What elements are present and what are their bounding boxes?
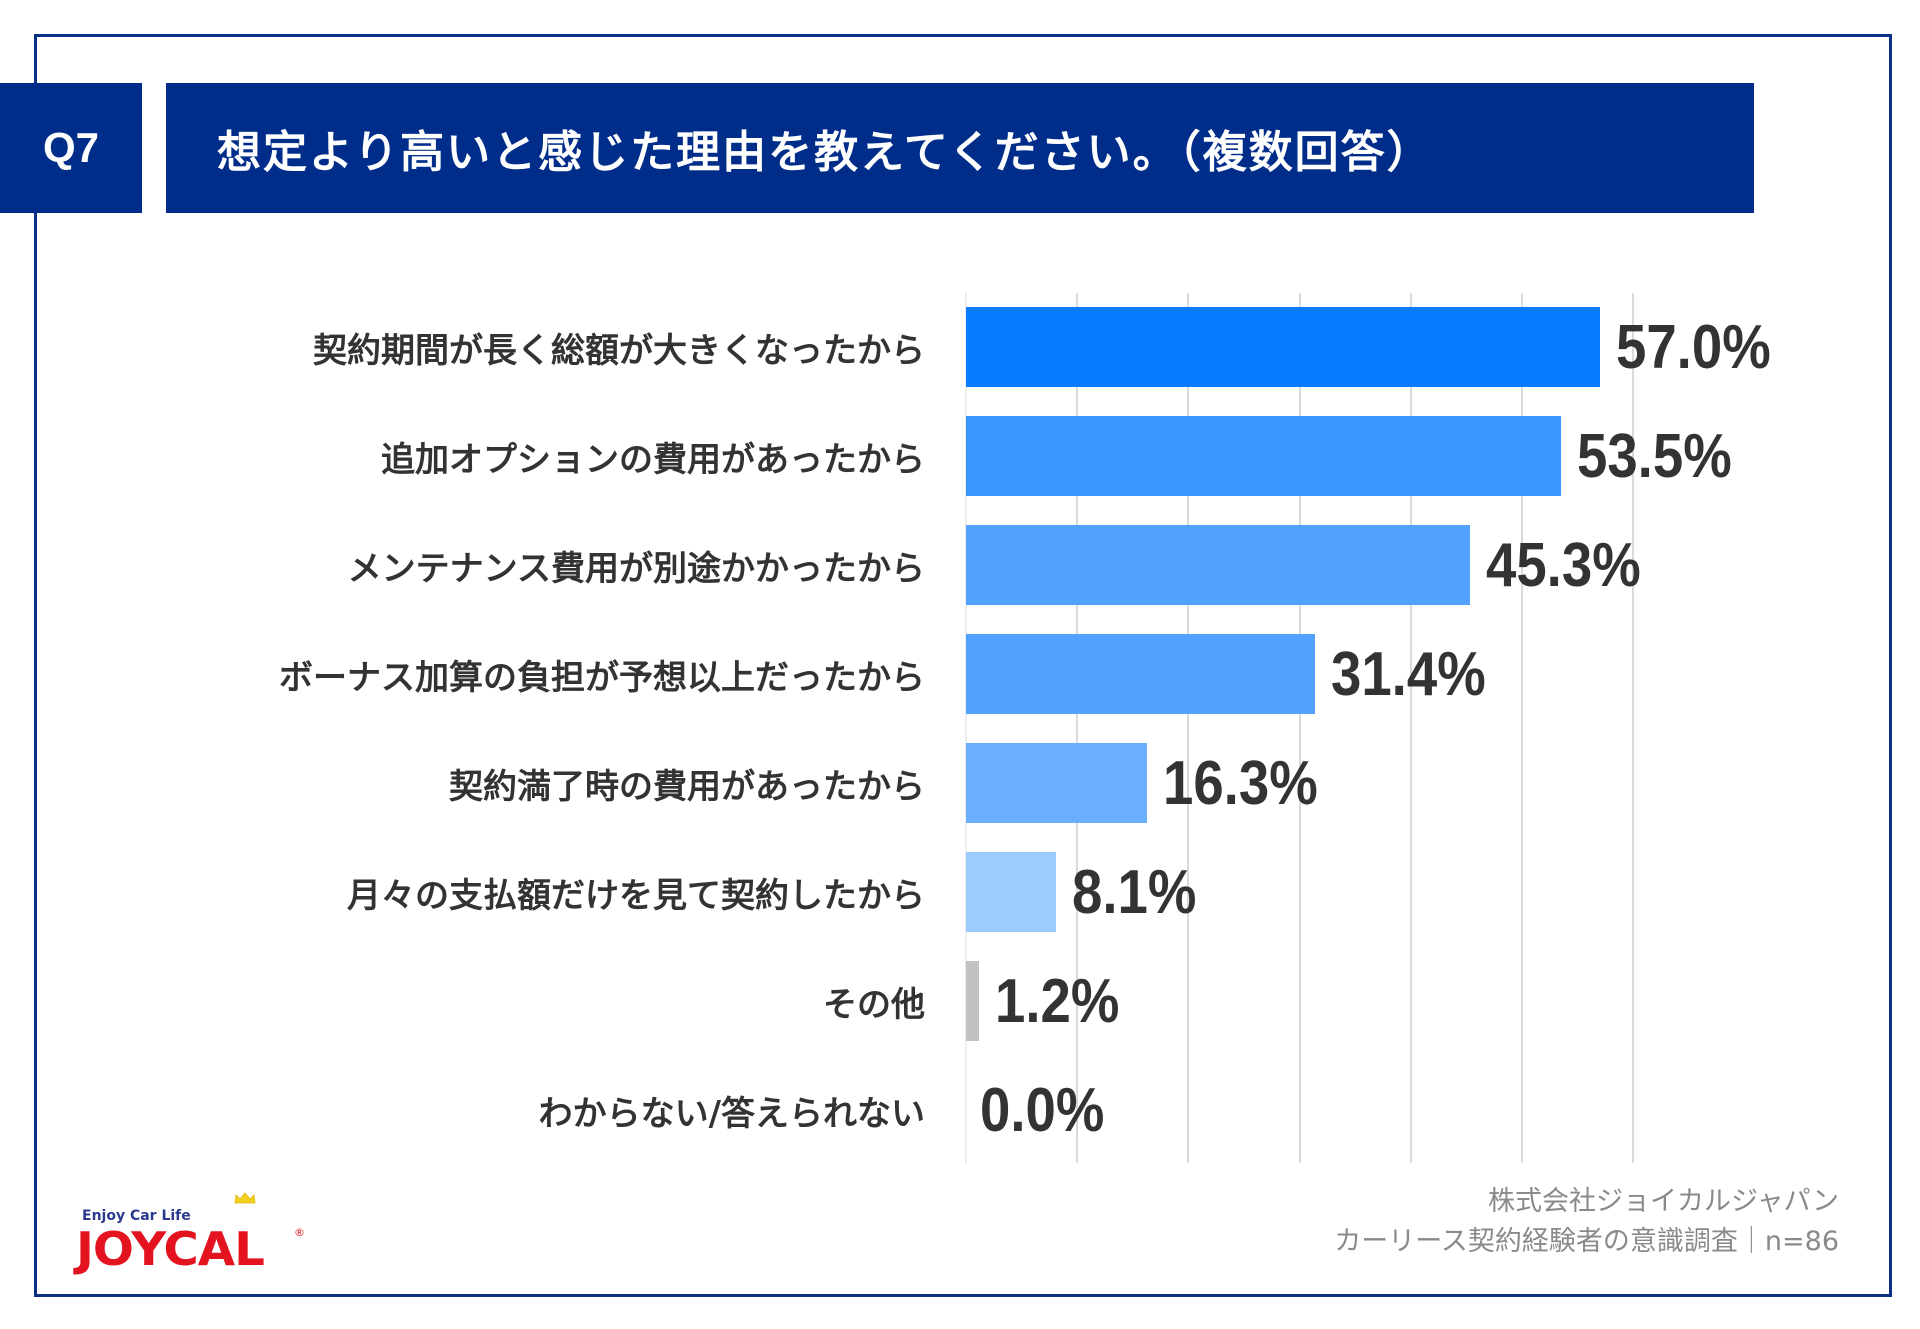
value-label: 53.5% (1576, 421, 1732, 491)
bar (966, 307, 1600, 387)
gridline-60 (1632, 293, 1635, 1163)
category-label: その他 (823, 984, 925, 1025)
value-label: 31.4% (1331, 639, 1486, 709)
category-label: 契約満了時の費用があったから (449, 766, 925, 807)
gridline-40 (1409, 293, 1412, 1163)
question-number-badge: Q7 (0, 83, 142, 213)
question-number: Q7 (42, 124, 100, 171)
gridline-20 (1187, 293, 1190, 1163)
survey-info: カーリース契約経験者の意識調査｜n=86 (1334, 1226, 1839, 1257)
category-label: メンテナンス費用が別途かかったから (347, 548, 925, 589)
gridline-10 (1076, 293, 1079, 1163)
gridline-30 (1298, 293, 1301, 1163)
category-label: 契約期間が長く総額が大きくなったから (313, 330, 925, 371)
value-label: 16.3% (1163, 748, 1318, 818)
value-label: 45.3% (1485, 530, 1641, 600)
bar (966, 852, 1057, 932)
logo-tagline: Enjoy Car Life (82, 1208, 191, 1224)
gridline-50 (1521, 293, 1523, 1163)
value-label: 57.0% (1615, 312, 1771, 382)
source-note: 株式会社ジョイカルジャパン カーリース契約経験者の意識調査｜n=86 (1334, 1182, 1839, 1262)
gridline-0 (965, 293, 967, 1163)
title-bar: 想定より高いと感じた理由を教えてください。（複数回答） (166, 83, 1754, 213)
bar (966, 961, 980, 1041)
registered-mark: ® (294, 1226, 305, 1239)
value-label: 8.1% (1072, 857, 1197, 927)
category-label: 追加オプションの費用があったから (381, 439, 925, 480)
joycal-logo: Enjoy Car Life JOYCAL ® (72, 1188, 312, 1278)
category-label: わからない/答えられない (538, 1093, 925, 1134)
slide-frame (34, 34, 1892, 1297)
bar (966, 743, 1148, 823)
crown-icon (234, 1192, 256, 1204)
question-title: 想定より高いと感じた理由を教えてください。（複数回答） (217, 127, 1433, 178)
value-label: 1.2% (995, 966, 1120, 1036)
value-label: 0.0% (980, 1075, 1105, 1145)
bar (966, 525, 1470, 605)
logo-wordmark: JOYCAL (76, 1222, 265, 1276)
company-name: 株式会社ジョイカルジャパン (1488, 1186, 1839, 1217)
category-label: ボーナス加算の負担が予想以上だったから (279, 657, 925, 698)
bar (966, 416, 1561, 496)
category-label: 月々の支払額だけを見て契約したから (347, 875, 925, 916)
bar (966, 634, 1316, 714)
